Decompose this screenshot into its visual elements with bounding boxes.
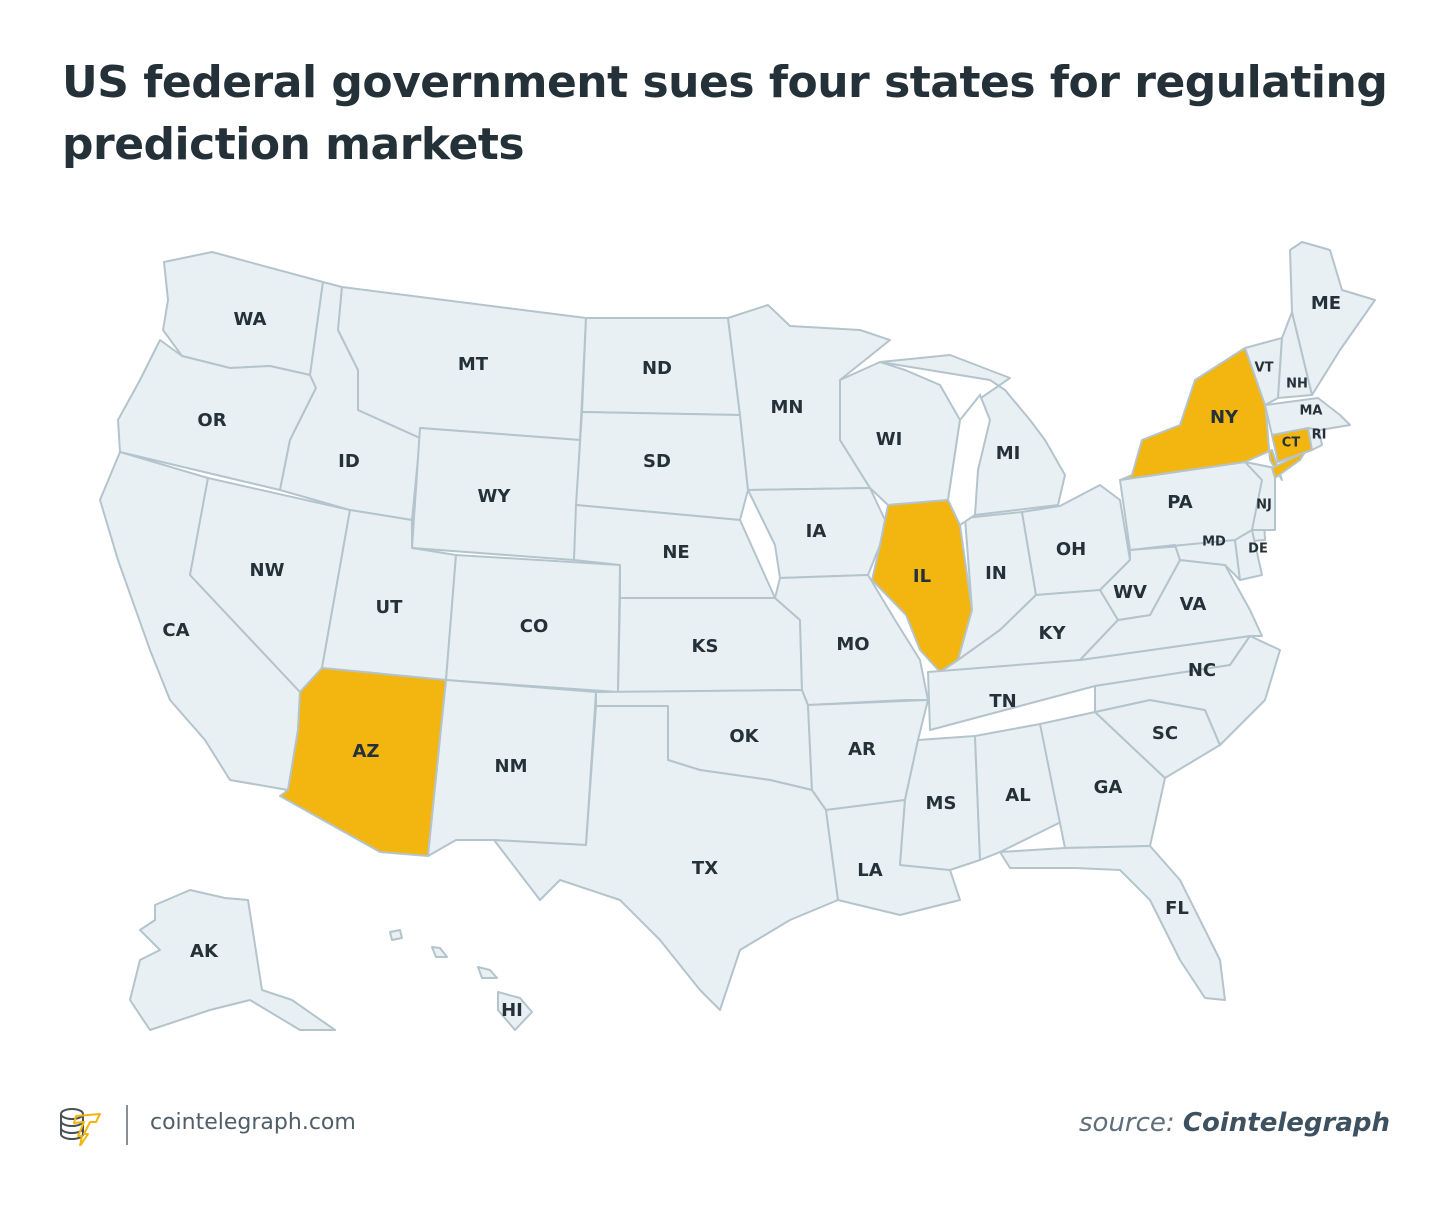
state-hi-maui[interactable]	[477, 966, 498, 979]
label-wv: WV	[1113, 582, 1147, 603]
label-oh: OH	[1056, 539, 1086, 560]
label-id: ID	[338, 451, 360, 472]
source-prefix: source:	[1078, 1108, 1183, 1138]
state-ny-li[interactable]	[1271, 451, 1306, 479]
label-ga: GA	[1094, 777, 1123, 798]
label-sc: SC	[1152, 723, 1178, 744]
label-la: LA	[857, 860, 882, 881]
label-tn: TN	[989, 691, 1016, 712]
label-tx: TX	[692, 858, 718, 879]
page-title: US federal government sues four states f…	[62, 57, 1388, 170]
label-ia: IA	[806, 521, 827, 542]
label-nc: NC	[1188, 660, 1216, 681]
label-wi: WI	[876, 429, 903, 450]
state-ia[interactable]	[747, 487, 886, 579]
label-ny: NY	[1210, 407, 1239, 428]
label-mt: MT	[458, 354, 489, 375]
label-va: VA	[1180, 594, 1207, 615]
footer-divider	[126, 1105, 128, 1145]
label-ma: MA	[1300, 404, 1323, 419]
label-ar: AR	[848, 739, 876, 760]
footer-site-link[interactable]: cointelegraph.com	[150, 1110, 356, 1135]
state-hi-big[interactable]	[497, 991, 533, 1031]
state-ma[interactable]	[1264, 397, 1351, 436]
label-il: IL	[913, 566, 931, 587]
state-al[interactable]	[974, 723, 1066, 861]
label-vt: VT	[1255, 361, 1274, 376]
label-ri: RI	[1312, 428, 1327, 443]
label-ca: CA	[162, 620, 189, 641]
state-az[interactable]	[279, 667, 447, 857]
label-nm: NM	[495, 756, 528, 777]
state-nj[interactable]	[1244, 461, 1276, 531]
state-hi-kauai[interactable]	[389, 929, 403, 941]
state-me[interactable]	[1289, 241, 1376, 396]
label-ms: MS	[926, 793, 957, 814]
label-ok: OK	[729, 726, 759, 747]
label-pa: PA	[1167, 492, 1193, 513]
label-hi: HI	[501, 1000, 523, 1021]
state-ga[interactable]	[1039, 711, 1166, 849]
label-nj: NJ	[1256, 498, 1272, 513]
state-fl[interactable]	[999, 845, 1226, 1001]
label-ut: UT	[376, 597, 404, 618]
state-sd[interactable]	[575, 411, 749, 521]
label-md: MD	[1202, 535, 1226, 550]
state-hi-oahu[interactable]	[431, 946, 448, 958]
source-brand: Cointelegraph	[1182, 1108, 1390, 1138]
label-fl: FL	[1165, 898, 1189, 919]
state-tx[interactable]	[493, 705, 839, 1011]
label-nh: NH	[1286, 377, 1308, 392]
state-ak[interactable]	[129, 889, 336, 1031]
footer-source: source: Cointelegraph	[1079, 1108, 1390, 1138]
label-nd: ND	[642, 358, 672, 379]
label-de: DE	[1248, 542, 1268, 557]
state-nc[interactable]	[1094, 635, 1281, 746]
label-me: ME	[1311, 293, 1341, 314]
lake-michigan	[946, 393, 992, 527]
label-wa: WA	[234, 309, 267, 330]
cointelegraph-logo-icon	[60, 1108, 101, 1146]
state-ny[interactable]	[1119, 347, 1283, 481]
label-sd: SD	[643, 451, 671, 472]
label-ak: AK	[190, 941, 219, 962]
label-mo: MO	[836, 634, 869, 655]
label-mn: MN	[771, 397, 804, 418]
label-nv: NW	[250, 560, 285, 581]
label-ct: CT	[1282, 436, 1301, 451]
label-ks: KS	[692, 636, 719, 657]
label-wy: WY	[478, 486, 512, 507]
label-al: AL	[1005, 785, 1030, 806]
state-de[interactable]	[1234, 529, 1263, 581]
label-ky: KY	[1039, 623, 1067, 644]
label-mi: MI	[996, 443, 1021, 464]
label-in: IN	[985, 563, 1007, 584]
label-az: AZ	[353, 741, 380, 762]
label-co: CO	[520, 616, 549, 637]
label-ne: NE	[662, 542, 689, 563]
label-or: OR	[197, 410, 226, 431]
